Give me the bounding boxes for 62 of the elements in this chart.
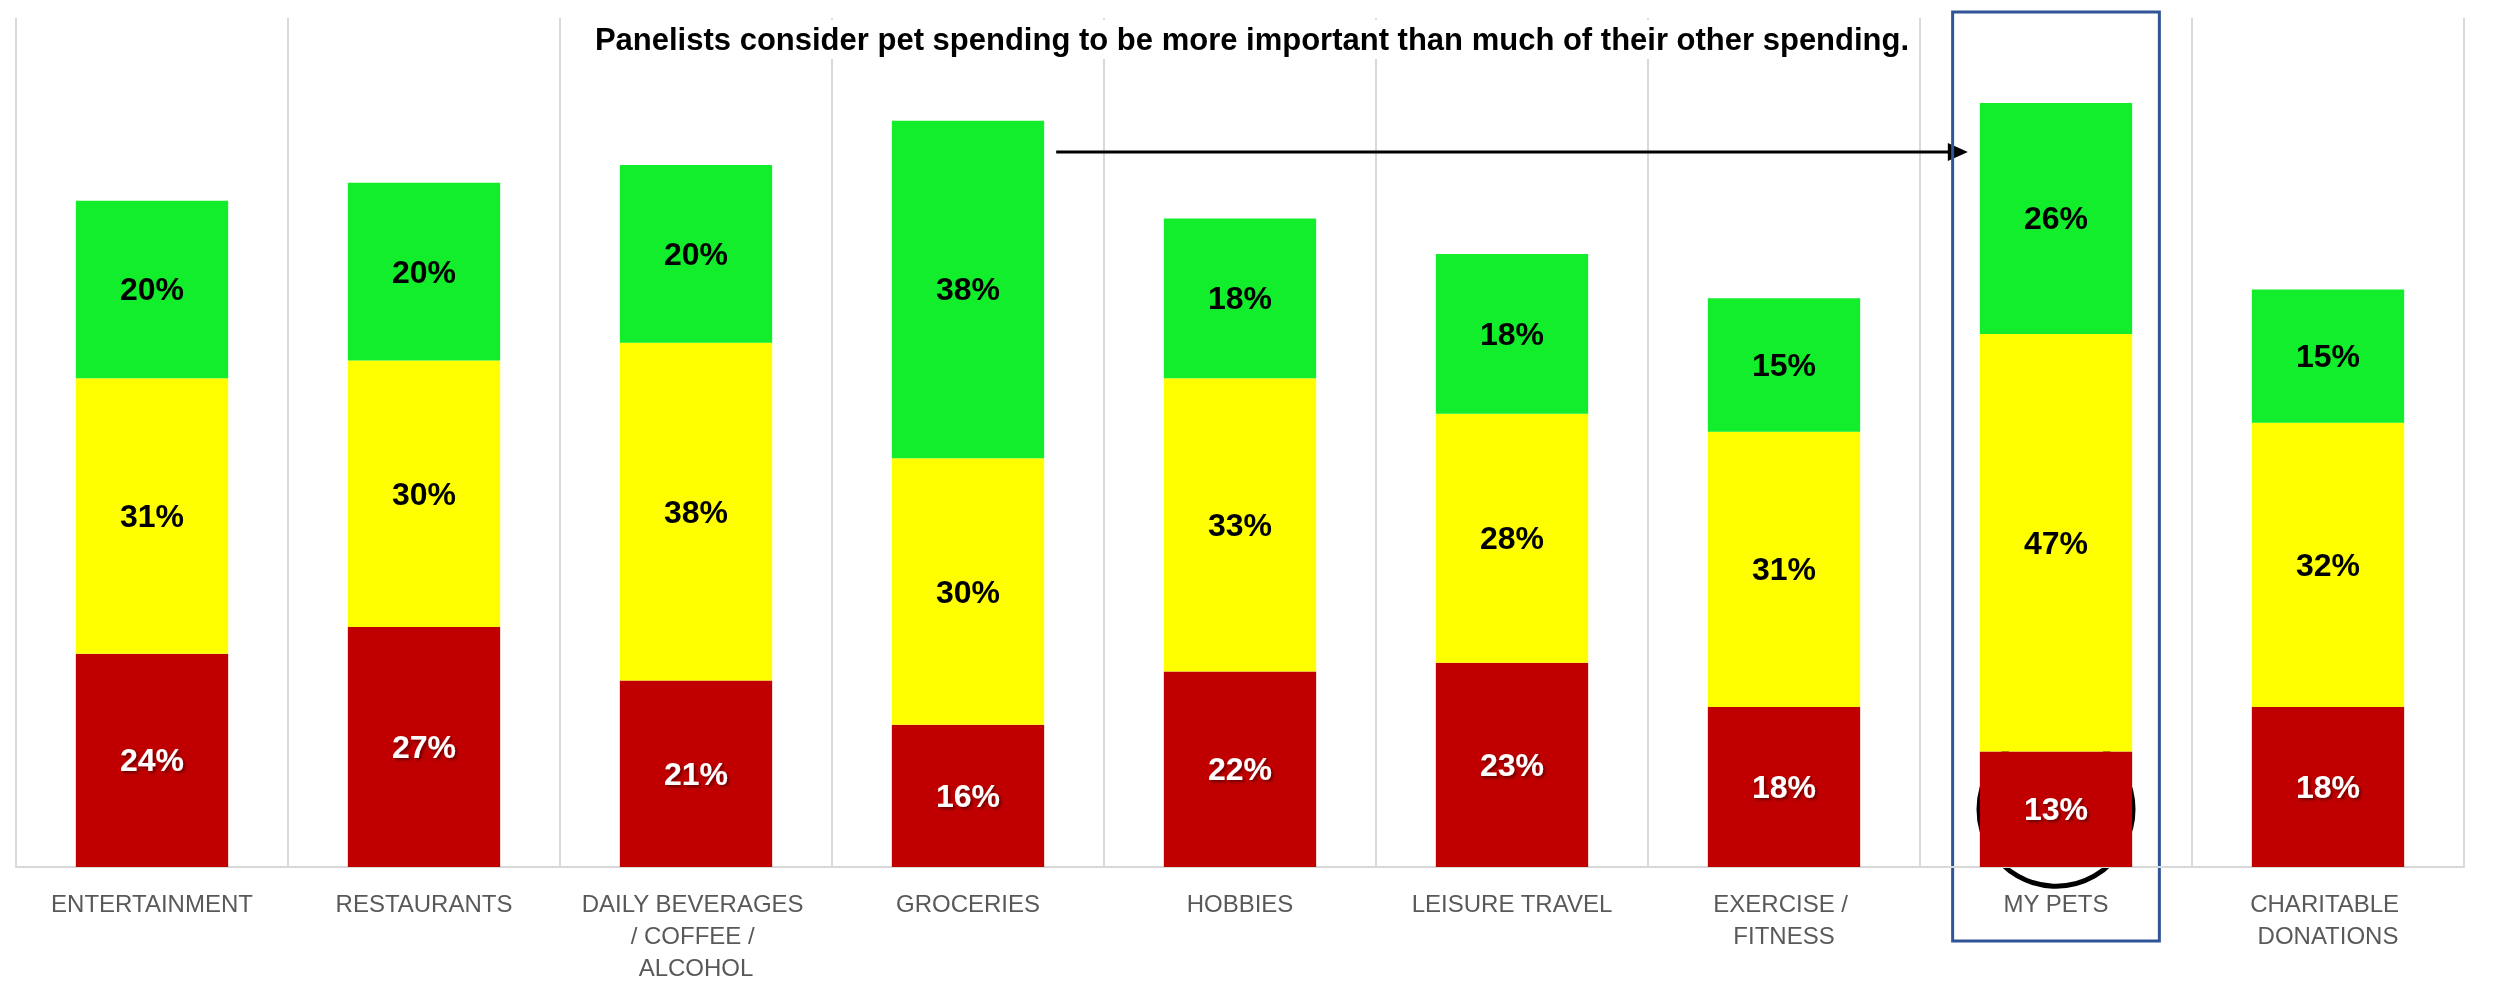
data-label: 15% [1751, 347, 1817, 383]
data-label: 47% [2023, 524, 2089, 561]
data-label: 38% [663, 493, 729, 530]
bar [891, 458, 1045, 725]
bar [1979, 102, 2133, 334]
data-label: 16% [935, 777, 1001, 814]
data-label: 15% [2295, 338, 2361, 375]
data-label: 38% [935, 271, 1001, 308]
bar [2251, 707, 2405, 867]
bar [1163, 218, 1317, 379]
bar [2251, 289, 2405, 423]
data-label: 33% [1207, 506, 1273, 543]
bar [1435, 413, 1589, 663]
data-label: 18% [2295, 769, 2361, 806]
bar [1707, 707, 1861, 867]
data-label: 26% [2023, 200, 2089, 237]
x-tick-label: DAILY BEVERAGES / COFFEE / ALCOHOL [581, 889, 811, 981]
data-label: 18% [1479, 315, 1545, 352]
bar [347, 627, 501, 867]
data-label: 30% [391, 475, 457, 512]
data-label: 18% [1207, 280, 1273, 317]
bar [1435, 662, 1589, 867]
bar [347, 360, 501, 628]
data-label: 31% [1751, 551, 1817, 588]
x-tick-label: HOBBIES [1186, 889, 1294, 917]
x-tick-label: CHARITABLE DONATIONS [2250, 889, 2406, 949]
bar [1163, 378, 1317, 672]
data-label: 32% [2295, 546, 2361, 583]
data-label: 20% [391, 253, 457, 290]
data-label: 22% [1207, 751, 1273, 788]
x-tick-label: EXERCISE / FITNESS [1713, 889, 1855, 949]
bar [891, 120, 1045, 459]
data-label: 23% [1479, 746, 1545, 783]
bar [75, 378, 229, 654]
x-tick-label: LEISURE TRAVEL [1411, 889, 1613, 917]
data-label: 21% [663, 755, 729, 792]
bar [619, 165, 773, 343]
data-label: 20% [119, 271, 185, 308]
x-tick-label: RESTAURANTS [335, 889, 513, 917]
bar [1707, 298, 1861, 432]
bar [891, 724, 1045, 867]
data-label: 24% [119, 742, 185, 779]
data-label: 13% [2023, 791, 2089, 828]
bar [75, 653, 229, 867]
data-label: 20% [663, 235, 729, 272]
chart-title: Panelists consider pet spending to be more important than much of their other spending. [594, 22, 1910, 57]
bar [2251, 422, 2405, 708]
bar [619, 680, 773, 867]
data-label: 31% [119, 498, 185, 535]
data-label: 18% [1751, 769, 1817, 806]
x-tick-label: GROCERIES [895, 889, 1041, 917]
bar [1707, 431, 1861, 708]
data-label: 28% [1479, 520, 1545, 557]
bar [75, 200, 229, 379]
x-tick-label: ENTERTAINMENT [51, 889, 254, 917]
bar [1163, 671, 1317, 867]
bar [347, 182, 501, 361]
bar [1435, 253, 1589, 414]
x-tick-label: MY PETS [2003, 889, 2109, 917]
data-label: 30% [935, 573, 1001, 610]
bar [619, 342, 773, 681]
data-label: 27% [391, 729, 457, 766]
